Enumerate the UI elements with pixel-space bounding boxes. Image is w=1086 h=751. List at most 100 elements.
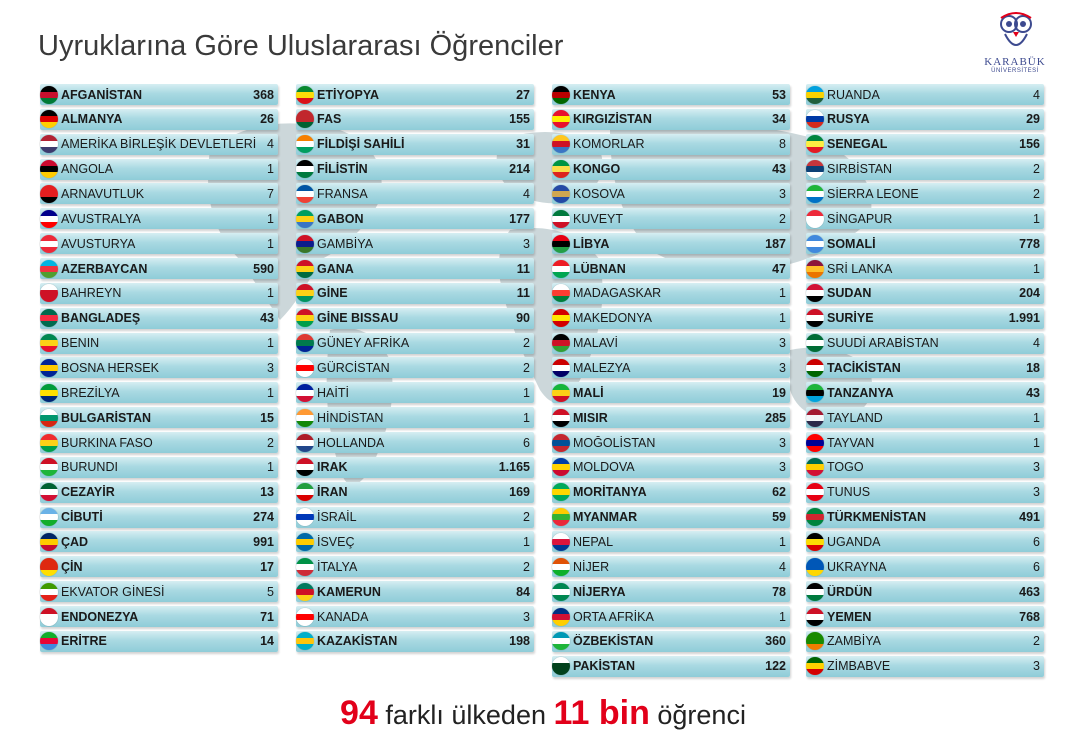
- flag-icon: [40, 160, 58, 179]
- country-row: TUNUS 3: [806, 481, 1044, 503]
- country-row: ZİMBABVE 3: [806, 655, 1044, 677]
- flag-icon: [296, 433, 314, 452]
- summary-text-countries: farklı ülkeden: [385, 700, 546, 730]
- country-name: CİBUTİ: [61, 510, 103, 525]
- country-row: RUSYA 29: [806, 108, 1044, 130]
- country-row: TANZANYA 43: [806, 382, 1044, 404]
- country-name: SIRBİSTAN: [827, 162, 893, 177]
- country-name: NİJERYA: [573, 584, 626, 599]
- country-row: ZAMBİYA 2: [806, 630, 1044, 652]
- student-count: 1: [1033, 211, 1040, 226]
- country-row: İSVEÇ 1: [296, 531, 534, 553]
- flag-icon: [806, 532, 824, 551]
- flag-icon: [806, 309, 824, 328]
- country-row: RUANDA 4: [806, 84, 1044, 105]
- flag-icon: [40, 358, 58, 377]
- student-count: 590: [253, 261, 274, 276]
- student-count: 169: [509, 485, 530, 500]
- country-column-2: ETİYOPYA 27 FAS 155 FİLDİŞİ SAHİLİ 31 FİLİSTİN…: [296, 84, 534, 656]
- student-count: 27: [516, 87, 530, 102]
- country-name: TAYVAN: [827, 435, 875, 450]
- flag-icon: [806, 209, 824, 228]
- country-row: BENIN 1: [40, 332, 278, 354]
- country-name: KIRGIZİSTAN: [573, 112, 652, 127]
- country-row: MISIR 285: [552, 407, 790, 429]
- flag-icon: [40, 309, 58, 328]
- country-name: FRANSA: [317, 186, 368, 201]
- student-count: 1: [1033, 410, 1040, 425]
- country-row: GÜNEY AFRİKA 2: [296, 332, 534, 354]
- student-count: 1: [267, 211, 274, 226]
- student-count: 2: [267, 435, 274, 450]
- country-name: SUDAN: [827, 286, 872, 301]
- summary-student-count: 11 bin: [553, 694, 650, 732]
- student-count: 155: [509, 112, 530, 127]
- flag-icon: [40, 532, 58, 551]
- student-count: 71: [260, 609, 274, 624]
- student-count: 1: [779, 286, 786, 301]
- flag-icon: [806, 632, 824, 651]
- country-name: MALİ: [573, 385, 604, 400]
- student-count: 13: [260, 485, 274, 500]
- country-row: ÖZBEKİSTAN 360: [552, 630, 790, 652]
- country-row: NİJER 4: [552, 556, 790, 578]
- student-count: 1: [779, 609, 786, 624]
- country-row: İSRAİL 2: [296, 506, 534, 528]
- country-name: ZİMBABVE: [827, 659, 891, 674]
- country-name: BURUNDI: [61, 460, 118, 475]
- country-row: NEPAL 1: [552, 531, 790, 553]
- country-name: BOSNA HERSEK: [61, 360, 159, 375]
- flag-icon: [552, 85, 570, 104]
- logo-text-university: ÜNİVERSİTESİ: [991, 68, 1039, 74]
- country-name: FİLDİŞİ SAHİLİ: [317, 137, 405, 152]
- country-row: KOMORLAR 8: [552, 133, 790, 155]
- flag-icon: [296, 309, 314, 328]
- country-name: EKVATOR GİNESİ: [61, 584, 165, 599]
- country-column-4: RUANDA 4 RUSYA 29 SENEGAL 156 SIRBİSTAN 2 SİERRA…: [806, 84, 1044, 681]
- country-row: FİLİSTİN 214: [296, 158, 534, 180]
- country-name: SURİYE: [827, 311, 874, 326]
- country-row: GANA 11: [296, 258, 534, 280]
- flag-icon: [806, 582, 824, 601]
- country-row: KANADA 3: [296, 606, 534, 628]
- country-row: AMERİKA BİRLEŞİK DEVLETLERİ 4: [40, 133, 278, 155]
- student-count: 2: [523, 510, 530, 525]
- country-row: SIRBİSTAN 2: [806, 158, 1044, 180]
- country-name: HAİTİ: [317, 385, 349, 400]
- student-count: 3: [1033, 460, 1040, 475]
- summary-text-students: öğrenci: [657, 700, 746, 730]
- country-row: ENDONEZYA 71: [40, 606, 278, 628]
- country-name: HİNDİSTAN: [317, 410, 384, 425]
- country-row: TÜRKMENİSTAN 491: [806, 506, 1044, 528]
- student-count: 3: [779, 435, 786, 450]
- flag-icon: [806, 334, 824, 353]
- flag-icon: [296, 532, 314, 551]
- country-row: AFGANİSTAN 368: [40, 84, 278, 105]
- country-name: ENDONEZYA: [61, 609, 139, 624]
- country-name: MOLDOVA: [573, 460, 635, 475]
- country-name: AMERİKA BİRLEŞİK DEVLETLERİ: [61, 137, 257, 152]
- student-count: 4: [267, 137, 274, 152]
- country-row: BURUNDI 1: [40, 456, 278, 478]
- student-count: 3: [779, 336, 786, 351]
- student-count: 47: [772, 261, 786, 276]
- student-count: 31: [516, 137, 530, 152]
- country-name: MORİTANYA: [573, 485, 647, 500]
- country-name: İRAN: [317, 485, 348, 500]
- country-row: BULGARİSTAN 15: [40, 407, 278, 429]
- flag-icon: [552, 135, 570, 154]
- country-row: MYANMAR 59: [552, 506, 790, 528]
- student-count: 122: [765, 659, 786, 674]
- country-row: SİNGAPUR 1: [806, 208, 1044, 230]
- country-row: GÜRCİSTAN 2: [296, 357, 534, 379]
- country-row: EKVATOR GİNESİ 5: [40, 581, 278, 603]
- country-row: MOĞOLİSTAN 3: [552, 432, 790, 454]
- country-row: BAHREYN 1: [40, 282, 278, 304]
- country-row: TACİKİSTAN 18: [806, 357, 1044, 379]
- country-name: FAS: [317, 112, 342, 127]
- country-name: RUSYA: [827, 112, 870, 127]
- student-count: 3: [779, 186, 786, 201]
- country-row: KUVEYT 2: [552, 208, 790, 230]
- flag-icon: [552, 508, 570, 527]
- country-name: KUVEYT: [573, 211, 624, 226]
